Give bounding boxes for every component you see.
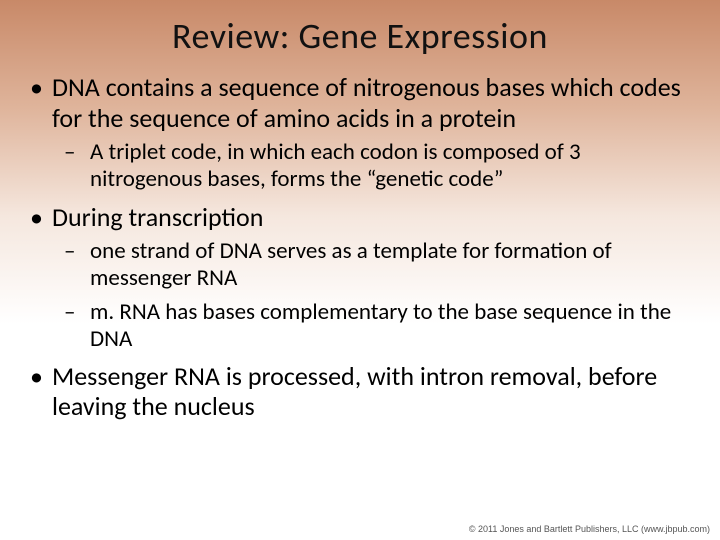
sub-bullet-text: one strand of DNA serves as a template f…	[90, 237, 612, 292]
sub-bullet-list: A triplet code, in which each codon is c…	[52, 139, 696, 193]
bullet-item: DNA contains a sequence of nitrogenous b…	[24, 72, 696, 194]
bullet-text: DNA contains a sequence of nitrogenous b…	[52, 71, 681, 134]
bullet-list: DNA contains a sequence of nitrogenous b…	[24, 72, 696, 422]
sub-bullet-list: one strand of DNA serves as a template f…	[52, 238, 696, 353]
slide: Review: Gene Expression DNA contains a s…	[0, 0, 720, 540]
sub-bullet-item: m. RNA has bases complementary to the ba…	[60, 299, 696, 353]
sub-bullet-text: m. RNA has bases complementary to the ba…	[90, 298, 671, 353]
slide-title: Review: Gene Expression	[24, 14, 696, 58]
bullet-text: During transcription	[52, 201, 263, 233]
sub-bullet-text: A triplet code, in which each codon is c…	[90, 138, 581, 193]
sub-bullet-item: one strand of DNA serves as a template f…	[60, 238, 696, 292]
bullet-item: Messenger RNA is processed, with intron …	[24, 361, 696, 422]
sub-bullet-item: A triplet code, in which each codon is c…	[60, 139, 696, 193]
copyright-text: © 2011 Jones and Bartlett Publishers, LL…	[469, 524, 710, 534]
bullet-item: During transcription one strand of DNA s…	[24, 202, 696, 353]
bullet-text: Messenger RNA is processed, with intron …	[52, 360, 657, 423]
